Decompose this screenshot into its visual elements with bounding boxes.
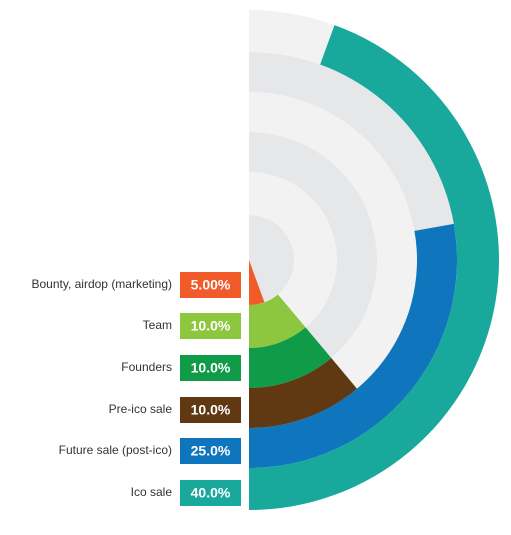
value-badge <box>180 438 241 464</box>
track <box>249 92 417 428</box>
radial-bar <box>249 327 332 389</box>
value-label: 5.00% <box>191 277 231 293</box>
radial-bar <box>249 260 265 306</box>
value-badge <box>180 272 241 298</box>
category-label: Future sale (post-ico) <box>59 443 172 457</box>
value-badge <box>180 355 241 381</box>
category-label: Ico sale <box>131 485 173 499</box>
value-label: 10.0% <box>191 360 231 376</box>
track <box>249 215 294 305</box>
category-label: Bounty, airdop (marketing) <box>31 277 172 291</box>
radial-bar <box>249 358 357 428</box>
value-label: 40.0% <box>191 485 231 501</box>
category-label: Pre-ico sale <box>109 402 173 416</box>
value-label: 25.0% <box>191 443 231 459</box>
value-badge <box>180 397 241 423</box>
radial-bar <box>249 223 458 468</box>
track <box>249 132 377 388</box>
value-badge <box>180 480 241 506</box>
value-badge <box>180 313 241 339</box>
value-label: 10.0% <box>191 318 231 334</box>
category-label: Founders <box>121 360 172 374</box>
radial-bar <box>249 25 500 511</box>
value-label: 10.0% <box>191 402 231 418</box>
category-label: Team <box>143 318 172 332</box>
radial-bar <box>249 294 306 348</box>
